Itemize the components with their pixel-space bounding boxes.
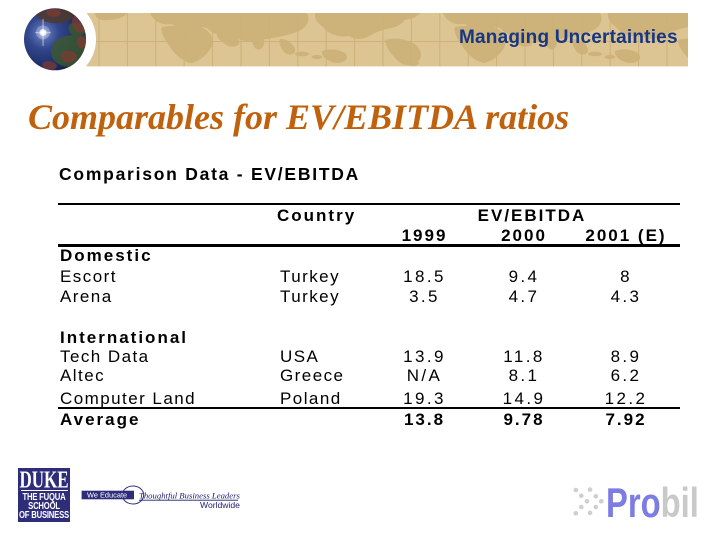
svg-text:Worldwide: Worldwide (200, 500, 240, 510)
svg-text:Thoughtful Business Leaders: Thoughtful Business Leaders (139, 491, 240, 501)
svg-text:We Educate: We Educate (87, 490, 127, 499)
